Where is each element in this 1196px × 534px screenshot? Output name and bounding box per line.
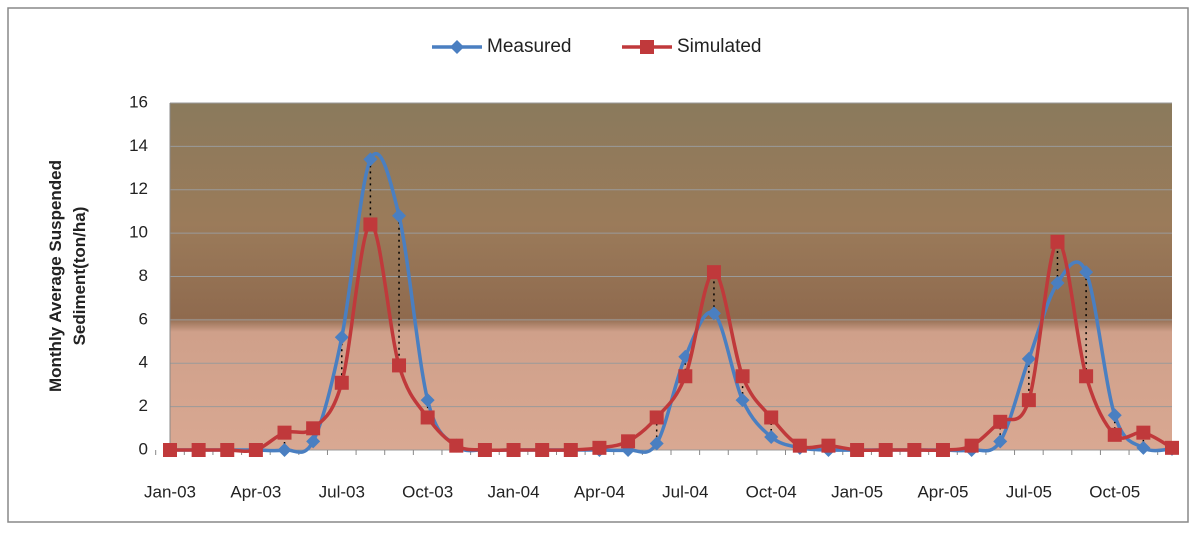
data-point [1136, 426, 1150, 440]
data-point [1079, 369, 1093, 383]
data-point [965, 439, 979, 453]
y-tick-label: 0 [139, 439, 148, 458]
x-tick-label: Jul-05 [1006, 482, 1052, 501]
data-point [1108, 428, 1122, 442]
x-tick-label: Apr-05 [917, 482, 968, 501]
data-point [335, 376, 349, 390]
data-point [621, 434, 635, 448]
data-point [507, 443, 521, 457]
y-tick-label: 12 [129, 179, 148, 198]
y-tick-label: 6 [139, 309, 148, 328]
data-point [821, 439, 835, 453]
data-point [879, 443, 893, 457]
y-tick-label: 10 [129, 223, 148, 242]
x-tick-label: Jul-03 [319, 482, 365, 501]
data-point [650, 410, 664, 424]
data-point [278, 426, 292, 440]
legend-marker [640, 40, 654, 54]
data-point [220, 443, 234, 457]
x-tick-label: Jan-05 [831, 482, 883, 501]
data-point [1022, 393, 1036, 407]
data-point [192, 443, 206, 457]
data-point [1165, 441, 1179, 455]
x-tick-label: Oct-04 [746, 482, 797, 501]
data-point [907, 443, 921, 457]
data-point [1050, 235, 1064, 249]
data-point [449, 439, 463, 453]
y-tick-label: 16 [129, 92, 148, 111]
x-tick-label: Jul-04 [662, 482, 708, 501]
x-tick-label: Jan-03 [144, 482, 196, 501]
x-tick-label: Jan-04 [488, 482, 540, 501]
data-point [363, 217, 377, 231]
data-point [764, 410, 778, 424]
data-point [678, 369, 692, 383]
data-point [478, 443, 492, 457]
data-point [793, 439, 807, 453]
data-point [707, 265, 721, 279]
y-tick-label: 2 [139, 396, 148, 415]
y-tick-label: 4 [139, 353, 148, 372]
data-point [392, 358, 406, 372]
data-point [535, 443, 549, 457]
legend-label: Measured [487, 36, 572, 57]
data-point [936, 443, 950, 457]
data-point [993, 415, 1007, 429]
y-tick-label: 14 [129, 136, 148, 155]
data-point [736, 369, 750, 383]
data-point [421, 410, 435, 424]
x-tick-label: Oct-03 [402, 482, 453, 501]
data-point [592, 441, 606, 455]
x-tick-label: Oct-05 [1089, 482, 1140, 501]
y-tick-label: 8 [139, 266, 148, 285]
page: {"chart_data": {"type": "line", "y_label… [0, 0, 1196, 534]
data-point [850, 443, 864, 457]
legend-label: Simulated [677, 36, 762, 57]
x-tick-label: Apr-03 [230, 482, 281, 501]
x-tick-label: Apr-04 [574, 482, 625, 501]
data-point [564, 443, 578, 457]
chart: Monthly Average SuspendedSediment(ton/ha… [0, 0, 1196, 529]
data-point [306, 421, 320, 435]
data-point [249, 443, 263, 457]
data-point [163, 443, 177, 457]
